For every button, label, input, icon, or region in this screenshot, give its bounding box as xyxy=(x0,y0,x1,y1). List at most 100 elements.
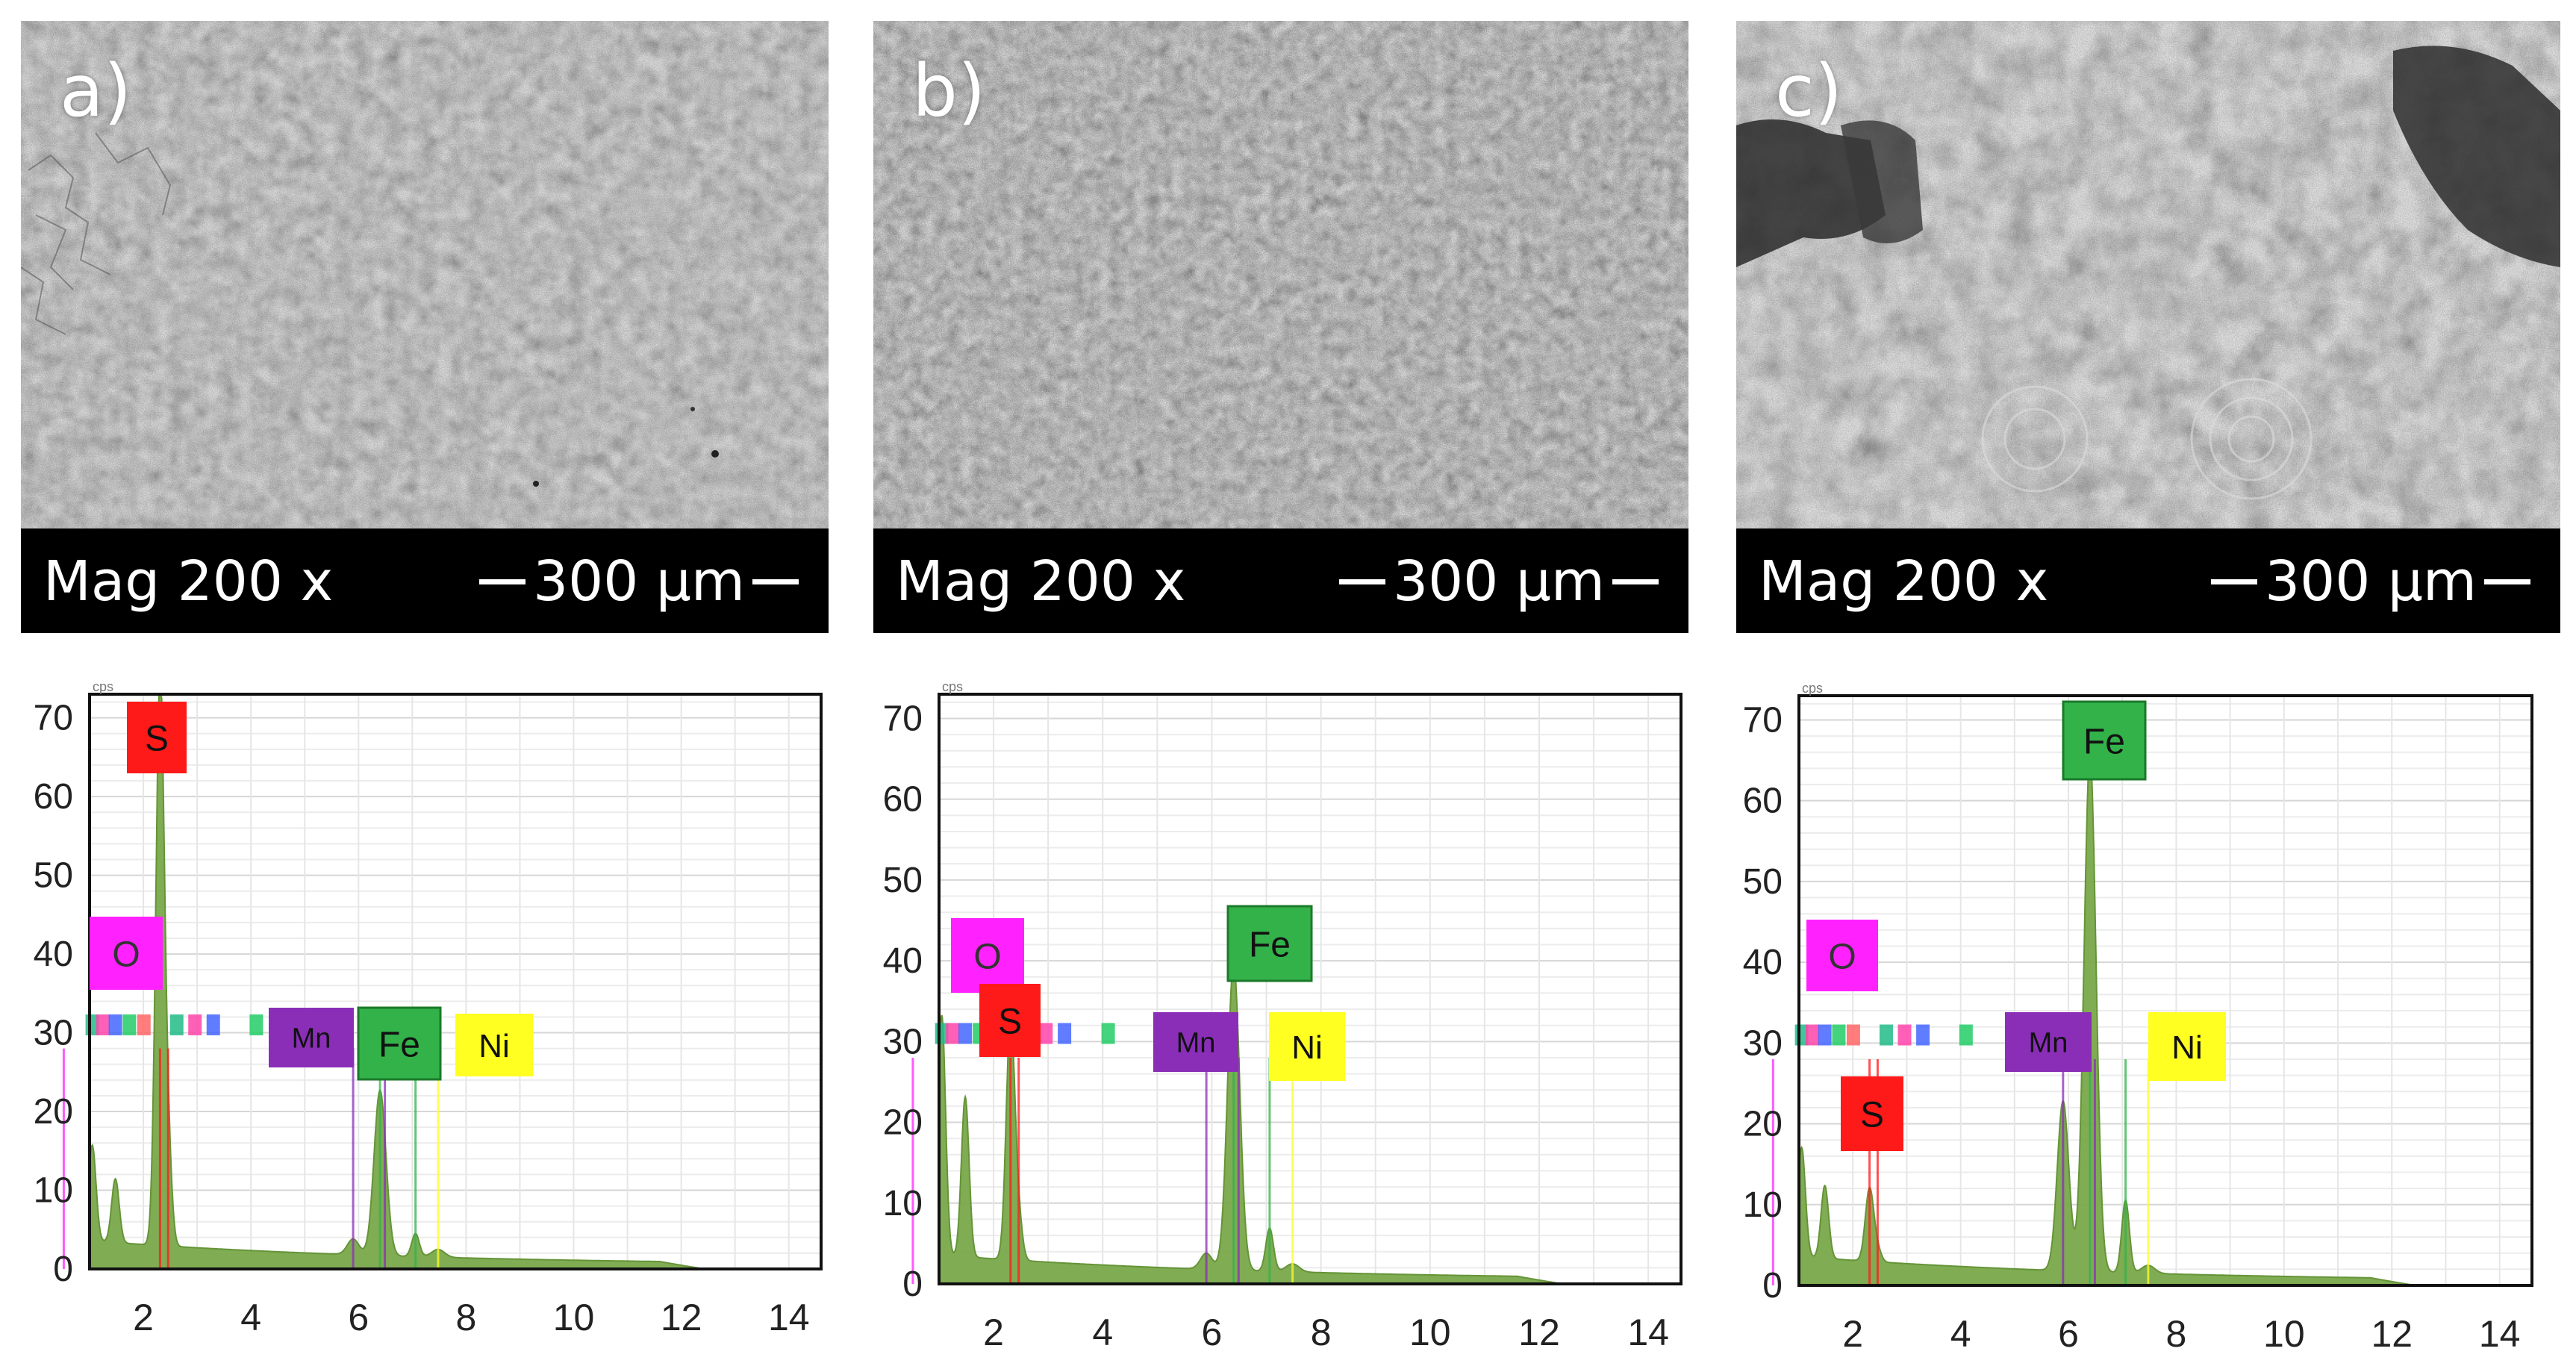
panel-label-b: b) xyxy=(912,49,986,133)
scale-bar: 300 µm xyxy=(1332,549,1666,614)
x-tick-label: 2 xyxy=(1842,1313,1863,1355)
y-tick-label: 0 xyxy=(1762,1266,1783,1306)
element-tag-label: Mn xyxy=(2029,1028,2068,1059)
scale-bar-label: 300 µm xyxy=(2265,549,2477,614)
x-tick-label: 10 xyxy=(553,1297,595,1338)
scale-bar-line-right xyxy=(752,579,799,584)
scale-bar-label: 300 µm xyxy=(1393,549,1605,614)
element-tag-o xyxy=(951,918,1024,993)
plot-area xyxy=(1799,696,2532,1285)
spectrum-trace xyxy=(1798,754,2424,1286)
x-tick-label: 8 xyxy=(456,1297,477,1338)
minor-element-tag xyxy=(108,1014,122,1036)
element-tag-label: Ni xyxy=(1291,1029,1323,1066)
panel-label-c: c) xyxy=(1775,49,1843,133)
y-unit-label: cps xyxy=(93,679,113,694)
y-tick-label: 40 xyxy=(883,941,923,981)
minor-element-tag xyxy=(169,1014,184,1036)
x-tick-label: 2 xyxy=(983,1312,1004,1353)
sem-info-bar: Mag 200 x 300 µm xyxy=(873,528,1688,633)
minor-element-tag xyxy=(958,1023,973,1044)
x-tick-label: 6 xyxy=(1202,1312,1223,1353)
element-tag-label: O xyxy=(1828,937,1856,976)
y-tick-label: 20 xyxy=(1743,1105,1783,1144)
x-tick-label: 6 xyxy=(348,1297,369,1338)
element-tag-fe xyxy=(357,1006,442,1081)
minor-element-tag xyxy=(188,1014,202,1036)
y-tick-label: 0 xyxy=(902,1264,923,1304)
plot-frame xyxy=(938,693,1682,1285)
sem-image-a: a) Mag 200 x 300 µm xyxy=(21,21,829,633)
sem-info-bar: Mag 200 x 300 µm xyxy=(1736,528,2560,633)
x-tick-label: 14 xyxy=(1627,1312,1669,1353)
y-tick-label: 30 xyxy=(883,1022,923,1061)
spectrum-trace xyxy=(89,693,714,1270)
y-tick-label: 60 xyxy=(883,780,923,820)
y-tick-label: 30 xyxy=(1743,1023,1783,1063)
x-tick-label: 12 xyxy=(1518,1312,1560,1353)
minor-element-tag xyxy=(1058,1023,1072,1044)
magnification-label: Mag 200 x xyxy=(896,549,1186,614)
element-tag-s xyxy=(127,702,187,773)
element-tag-label: O xyxy=(973,937,1001,976)
element-tag-o xyxy=(90,917,163,990)
x-tick-label: 14 xyxy=(768,1297,810,1338)
spectrum-trace xyxy=(938,961,1572,1285)
element-tag-label: S xyxy=(998,1002,1022,1041)
sem-info-bar: Mag 200 x 300 µm xyxy=(21,528,829,633)
x-tick-label: 6 xyxy=(2058,1313,2079,1355)
minor-element-tag xyxy=(249,1014,263,1036)
eds-spectrum-a: 70 60 50 40 30 20 10 0 2 4 6 8 10 12 14 cps O S Mn Fe Ni xyxy=(34,679,823,1338)
sem-image-b: b) Mag 200 x 300 µm xyxy=(873,21,1688,633)
eds-spectrum-c: 70 60 50 40 30 20 10 0 2 4 6 8 10 12 14 cps O S Mn Fe Ni xyxy=(1743,681,2533,1355)
element-tag-s xyxy=(1841,1076,1903,1151)
x-tick-label: 2 xyxy=(133,1297,154,1338)
element-tag-label: S xyxy=(145,719,169,758)
element-tag-label: Ni xyxy=(478,1028,510,1064)
element-tag-fe xyxy=(1226,905,1313,982)
x-tick-label: 8 xyxy=(2166,1313,2187,1355)
minor-element-tag xyxy=(1916,1024,1930,1046)
x-tick-label: 12 xyxy=(2371,1313,2413,1355)
element-tag-mn xyxy=(1153,1012,1238,1072)
minor-element-tag xyxy=(1832,1024,1846,1046)
minor-element-tag xyxy=(1959,1024,1973,1046)
y-tick-label: 10 xyxy=(1743,1185,1783,1225)
element-tag-s xyxy=(979,984,1041,1057)
minor-element-tag xyxy=(1846,1024,1860,1046)
x-tick-label: 10 xyxy=(1409,1312,1451,1353)
element-tag-mn xyxy=(269,1008,354,1067)
plot-area xyxy=(939,694,1681,1284)
y-tick-label: 40 xyxy=(34,935,73,974)
element-tag-mn xyxy=(2005,1012,2092,1072)
minor-element-tag xyxy=(122,1014,137,1036)
magnification-label: Mag 200 x xyxy=(1759,549,2049,614)
sem-image-c: c) Mag 200 x 300 µm xyxy=(1736,21,2560,633)
minor-element-tag xyxy=(1879,1024,1893,1046)
element-tag-ni xyxy=(2148,1012,2226,1081)
y-tick-label: 70 xyxy=(1743,700,1783,740)
element-tag-ni xyxy=(1269,1012,1345,1081)
minor-element-tag xyxy=(1101,1023,1115,1044)
y-tick-label: 50 xyxy=(883,861,923,900)
y-tick-label: 10 xyxy=(34,1171,73,1211)
scale-bar-line-left xyxy=(2211,579,2258,584)
x-tick-label: 14 xyxy=(2479,1313,2521,1355)
scale-bar-label: 300 µm xyxy=(533,549,745,614)
x-tick-label: 8 xyxy=(1311,1312,1332,1353)
y-unit-label: cps xyxy=(1802,681,1823,696)
panel-label-a: a) xyxy=(60,49,132,133)
x-tick-label: 10 xyxy=(2263,1313,2305,1355)
x-tick-label: 4 xyxy=(1950,1313,1971,1355)
element-tag-o xyxy=(1806,920,1878,991)
y-tick-label: 50 xyxy=(1743,862,1783,902)
x-tick-label: 4 xyxy=(1092,1312,1113,1353)
y-tick-label: 50 xyxy=(34,856,73,896)
element-tag-label: Fe xyxy=(378,1025,420,1064)
element-tag-label: S xyxy=(1860,1095,1884,1135)
minor-element-tag xyxy=(137,1014,151,1036)
scale-bar-line-right xyxy=(1612,579,1659,584)
scale-bar-line-right xyxy=(2484,579,2530,584)
y-tick-label: 40 xyxy=(1743,943,1783,982)
